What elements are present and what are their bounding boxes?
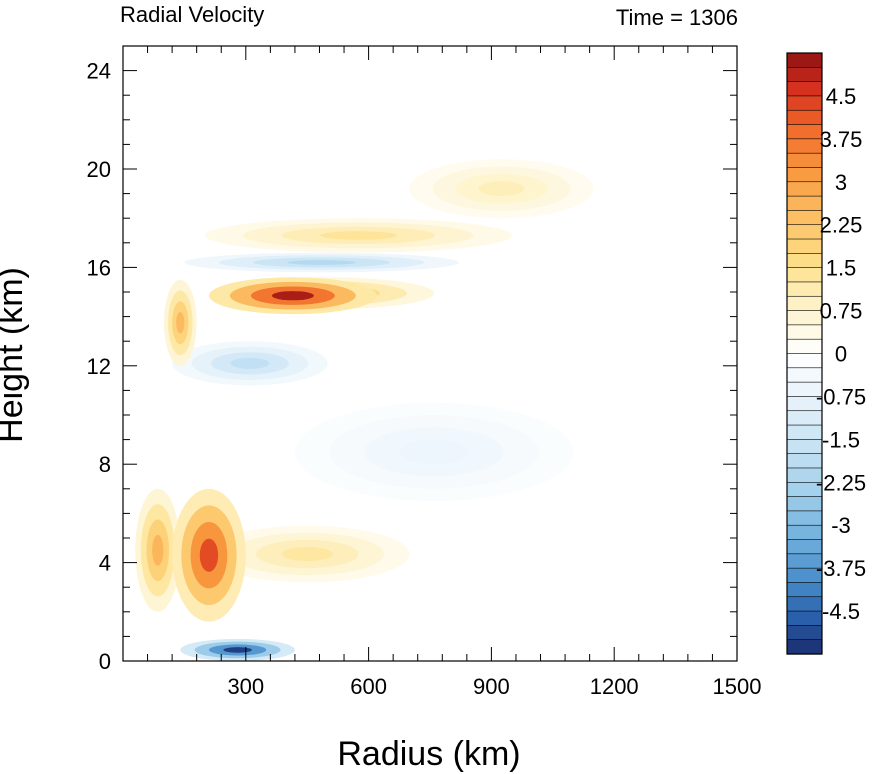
y-tick-label: 20 [87, 157, 111, 182]
y-axis: 0 4 8 12 16 20 24 [87, 45, 737, 674]
colorbar-segment [786, 353, 823, 369]
colorbar-segment [786, 295, 823, 312]
colorbar-segment [786, 224, 823, 240]
colorbar-segment [786, 596, 823, 612]
x-tick-label: 300 [227, 674, 264, 699]
contour-region [176, 311, 185, 334]
contour-region [223, 647, 252, 653]
y-tick-label: 0 [99, 649, 111, 674]
colorbar-label: 0 [835, 342, 847, 367]
colorbar-segment [786, 639, 823, 655]
y-axis-label: Height (km) [0, 267, 30, 443]
colorbar-segment [786, 95, 823, 111]
contour-region [287, 260, 356, 265]
colorbar-segment [786, 181, 823, 197]
colorbar-segment [786, 510, 823, 526]
y-tick-label: 4 [99, 551, 111, 576]
colorbar-label: 0.75 [820, 299, 863, 324]
contour-region [230, 357, 270, 369]
colorbar: 4.5 3.75 3 2.25 1.5 0.75 0 -0.75 -1.5 -2.25 -3 -3.7… [786, 52, 866, 655]
colorbar-segment [786, 67, 823, 83]
contour-region [199, 538, 219, 572]
contour-region [281, 546, 333, 562]
colorbar-label: -0.75 [816, 384, 866, 409]
colorbar-segment [786, 52, 823, 68]
colorbar-segment [786, 453, 823, 469]
colorbar-label: 2.25 [820, 213, 863, 238]
y-tick-label: 12 [87, 354, 111, 379]
x-tick-label: 600 [350, 674, 387, 699]
colorbar-segment [786, 424, 823, 440]
colorbar-label: -1.5 [822, 427, 860, 452]
colorbar-segment [786, 210, 823, 226]
colorbar-segment [786, 81, 823, 97]
colorbar-segment [786, 410, 823, 426]
colorbar-segment [786, 267, 823, 283]
contour-region [152, 534, 164, 566]
colorbar-label: -4.5 [822, 599, 860, 624]
colorbar-segment [786, 152, 823, 169]
x-tick-label: 900 [473, 674, 510, 699]
contour-region [319, 231, 397, 240]
contour-region [271, 291, 314, 301]
colorbar-frame [786, 52, 823, 655]
plot-frame [122, 45, 738, 662]
colorbar-label: 3.75 [820, 127, 863, 152]
colorbar-segment [786, 124, 823, 140]
colorbar-label: 3 [835, 170, 847, 195]
plot-area [122, 45, 738, 662]
colorbar-segment [786, 281, 823, 297]
colorbar-segment [786, 109, 823, 126]
chart-title-left: Radial Velocity [120, 2, 264, 27]
x-axis: 300 600 900 1200 1500 [122, 46, 762, 699]
colorbar-segment [786, 195, 823, 212]
y-tick-label: 16 [87, 255, 111, 280]
colorbar-segment [786, 439, 823, 455]
colorbar-segment [786, 338, 823, 355]
colorbar-segment [786, 524, 823, 541]
colorbar-segment [786, 539, 823, 555]
contour-region [478, 181, 525, 197]
contour-region [399, 439, 469, 465]
x-tick-label: 1200 [590, 674, 639, 699]
colorbar-segment [786, 253, 823, 269]
colorbar-segment [786, 367, 823, 383]
colorbar-label: 4.5 [826, 84, 857, 109]
y-tick-label: 8 [99, 452, 111, 477]
colorbar-segment [786, 496, 823, 512]
colorbar-segment [786, 238, 823, 254]
x-axis-label: Radius (km) [337, 735, 520, 773]
colorbar-segment [786, 167, 823, 183]
colorbar-label: -3 [831, 513, 851, 538]
x-tick-label: 1500 [713, 674, 762, 699]
colorbar-label: -2.25 [816, 470, 866, 495]
colorbar-segment [786, 582, 823, 598]
colorbar-segment [786, 625, 823, 641]
colorbar-label: 1.5 [826, 256, 857, 281]
colorbar-label: -3.75 [816, 556, 866, 581]
colorbar-segment [786, 310, 823, 326]
colorbar-segment [786, 324, 823, 340]
chart-title-right: Time = 1306 [616, 5, 738, 30]
y-tick-label: 24 [87, 59, 111, 84]
colorbar-segment [786, 610, 823, 626]
colorbar-segment [786, 138, 823, 154]
